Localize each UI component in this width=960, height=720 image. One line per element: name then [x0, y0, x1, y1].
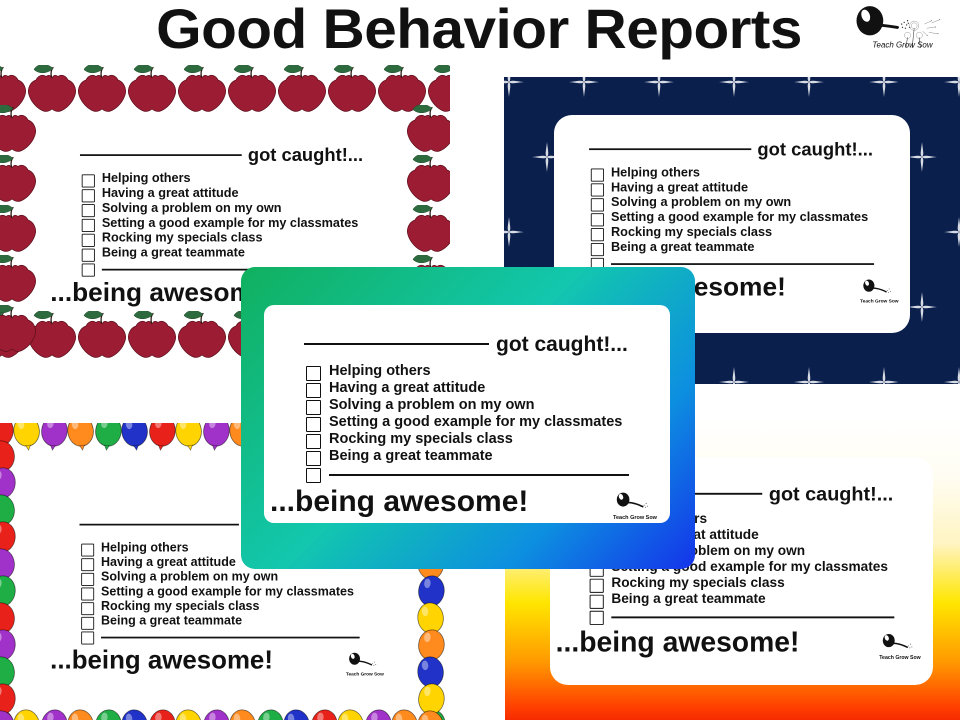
svg-text:Teach Grow Sow: Teach Grow Sow [872, 40, 933, 49]
